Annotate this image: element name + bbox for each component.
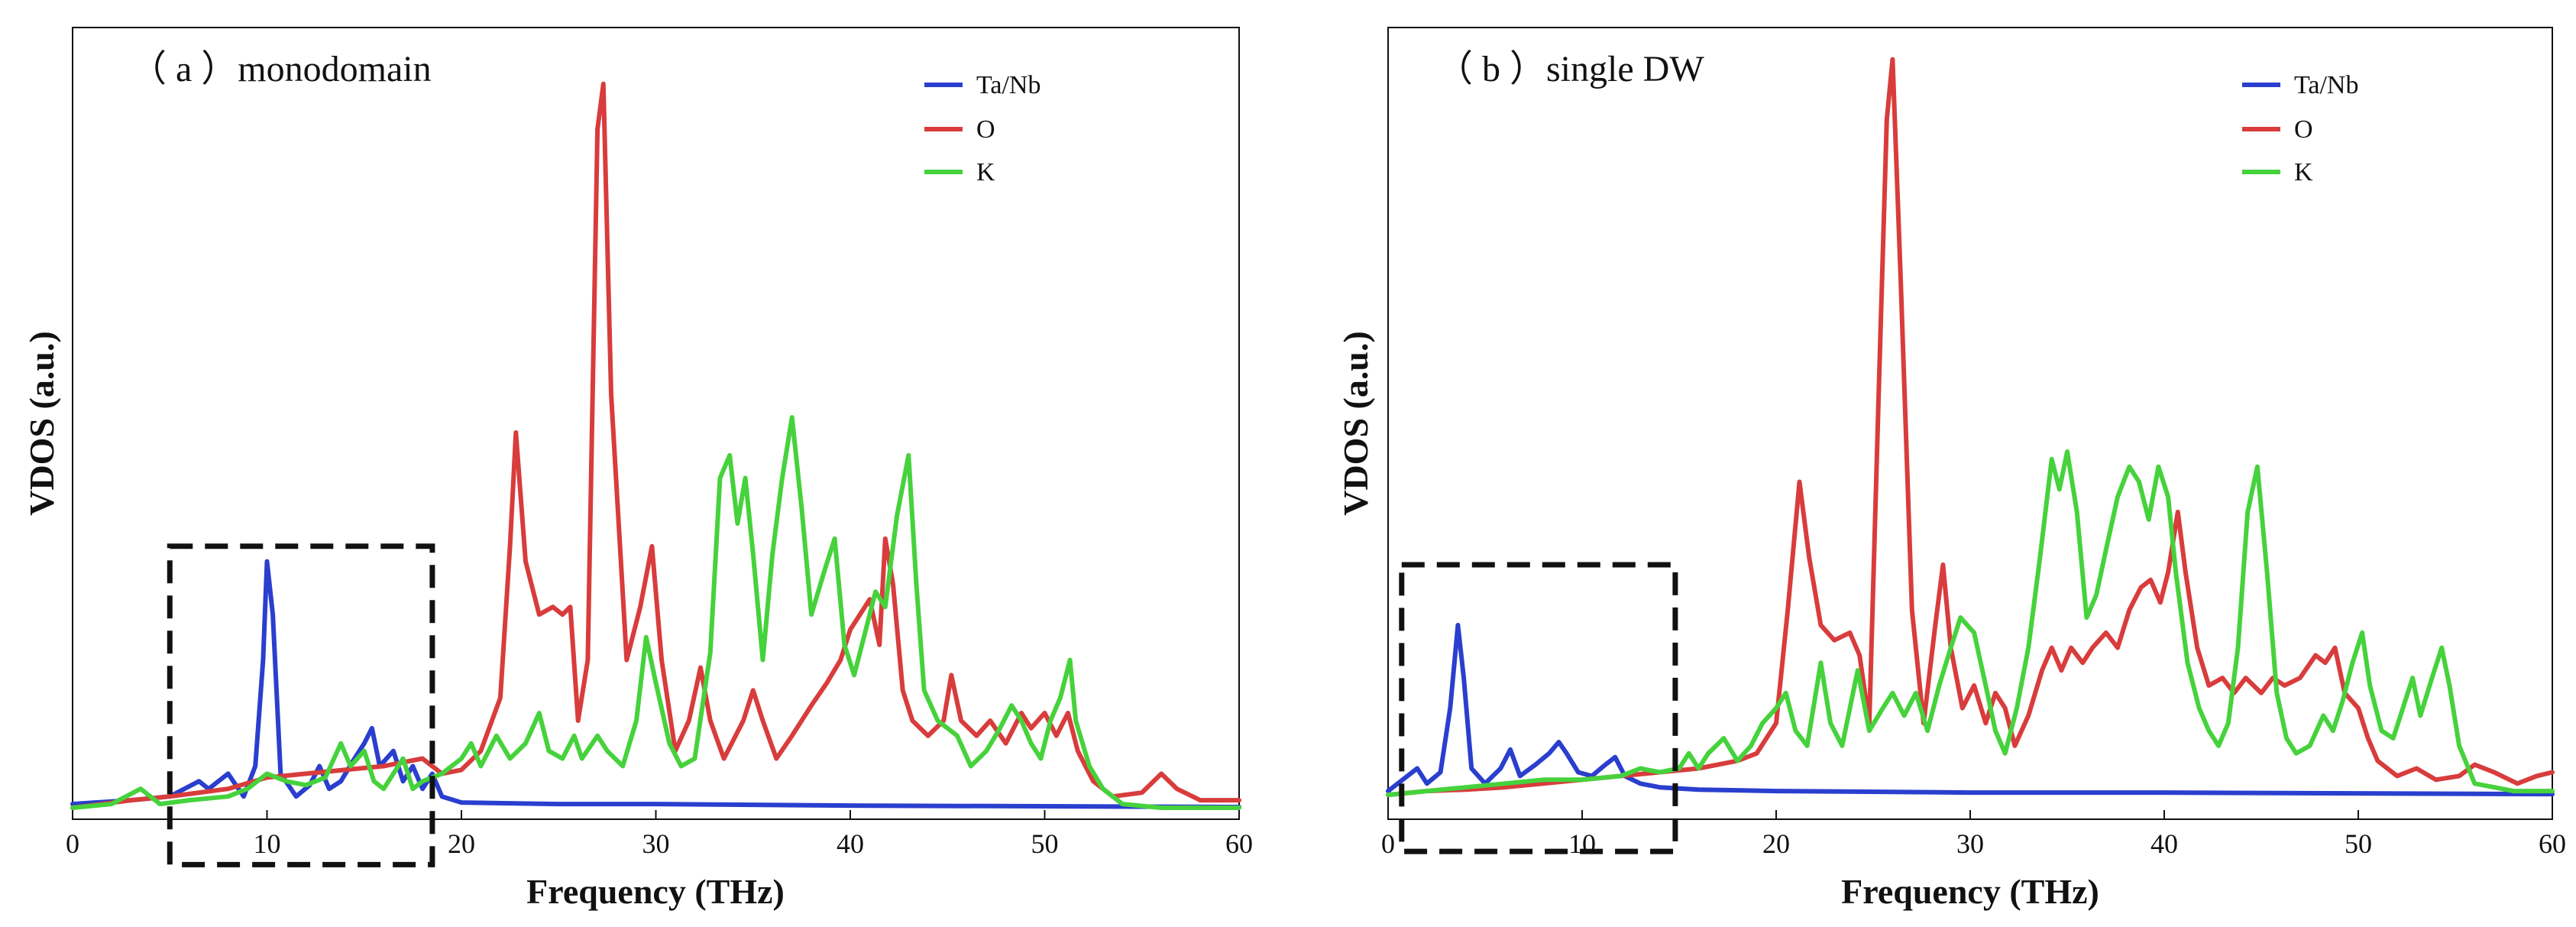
highlight-box — [167, 543, 435, 867]
panel-title: （ a ）monodomain — [130, 49, 432, 89]
series-line-ta-nb — [1386, 623, 2555, 797]
x-tick-label: 20 — [448, 828, 475, 859]
plot-frame — [72, 27, 1240, 820]
series-layer — [70, 81, 1241, 810]
legend-label-k: K — [976, 158, 995, 186]
panel-title: （ b ）single DW — [1436, 49, 1704, 89]
x-axis-label: Frequency (THz) — [526, 872, 785, 911]
y-axis-label: VDOS (a.u.) — [1336, 331, 1375, 516]
x-tick-label: 60 — [2539, 828, 2566, 859]
x-tick-label: 30 — [642, 828, 670, 859]
y-axis-label: VDOS (a.u.) — [22, 331, 61, 516]
series-line-o — [1386, 57, 2555, 798]
legend: Ta/Nb O K — [924, 71, 1041, 186]
x-tick-label: 40 — [2150, 828, 2178, 859]
series-line-ta-nb — [70, 559, 1241, 809]
x-tick-label: 60 — [1225, 828, 1253, 859]
x-tick-label: 30 — [1956, 828, 1984, 859]
x-tick-label: 0 — [1381, 828, 1395, 859]
x-axis-ticks: 0 10 20 30 40 50 60 — [66, 810, 1253, 859]
legend-label-ta-nb: Ta/Nb — [2294, 71, 2359, 99]
legend-label-o: O — [976, 115, 995, 144]
legend-label-o: O — [2294, 115, 2313, 144]
x-axis-ticks: 0 10 20 30 40 50 60 — [1381, 810, 2566, 859]
x-tick-label: 20 — [1762, 828, 1790, 859]
x-tick-label: 50 — [2345, 828, 2372, 859]
x-tick-label: 50 — [1031, 828, 1059, 859]
legend: Ta/Nb O K — [2242, 71, 2359, 186]
series-layer — [1386, 57, 2555, 798]
series-line-o — [70, 81, 1241, 810]
x-axis-label: Frequency (THz) — [1841, 872, 2099, 911]
highlight-box — [1399, 562, 1678, 854]
x-tick-label: 10 — [254, 828, 281, 859]
legend-label-k: K — [2294, 158, 2313, 186]
x-tick-label: 0 — [66, 828, 79, 859]
x-tick-label: 10 — [1568, 828, 1596, 859]
legend-label-ta-nb: Ta/Nb — [976, 71, 1041, 99]
series-line-k — [1386, 449, 2555, 798]
plot-frame — [1387, 27, 2553, 820]
panel-single-dw: 0 10 20 30 40 50 60 （ b ）single DW Frequency (… — [1336, 27, 2566, 911]
x-tick-label: 40 — [837, 828, 864, 859]
panel-monodomain: 0 10 20 30 40 50 60 （ a ）monodomain Frequency … — [22, 27, 1253, 911]
series-line-k — [70, 415, 1241, 810]
